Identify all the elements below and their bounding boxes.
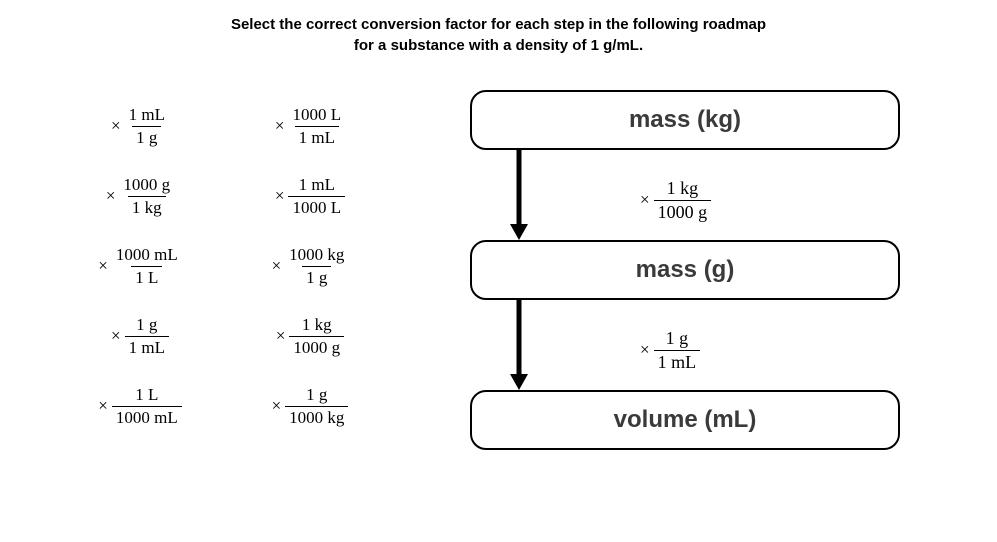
step1-conversion[interactable]: × 1 kg1000 g bbox=[640, 178, 711, 222]
option-1-1[interactable]: × 1 mL1 g bbox=[90, 105, 190, 147]
roadmap-box-volume-ml: volume (mL) bbox=[470, 390, 900, 450]
times-icon: × bbox=[98, 256, 108, 276]
times-icon: × bbox=[98, 396, 108, 416]
option-row: × 1000 mL1 L × 1000 kg1 g bbox=[90, 245, 430, 287]
option-2-2[interactable]: × 1 mL1000 L bbox=[260, 175, 360, 217]
option-row: × 1 g1 mL × 1 kg1000 g bbox=[90, 315, 430, 357]
instruction-line2: for a substance with a density of 1 g/mL… bbox=[354, 37, 643, 54]
option-1-2[interactable]: × 1000 L1 mL bbox=[260, 105, 360, 147]
option-3-2[interactable]: × 1000 kg1 g bbox=[260, 245, 360, 287]
times-icon: × bbox=[275, 116, 285, 136]
times-icon: × bbox=[276, 326, 286, 346]
times-icon: × bbox=[111, 326, 121, 346]
option-4-1[interactable]: × 1 g1 mL bbox=[90, 315, 190, 357]
instruction-line1: Select the correct conversion factor for… bbox=[231, 16, 766, 33]
option-2-1[interactable]: × 1000 g1 kg bbox=[90, 175, 190, 217]
option-row: × 1000 g1 kg × 1 mL1000 L bbox=[90, 175, 430, 217]
arrow-down-icon bbox=[510, 300, 528, 390]
times-icon: × bbox=[272, 396, 282, 416]
times-icon: × bbox=[640, 190, 650, 210]
times-icon: × bbox=[640, 340, 650, 360]
option-row: × 1 mL1 g × 1000 L1 mL bbox=[90, 105, 430, 147]
times-icon: × bbox=[275, 186, 285, 206]
step2-conversion[interactable]: × 1 g1 mL bbox=[640, 328, 700, 372]
options-grid: × 1 mL1 g × 1000 L1 mL × 1000 g1 kg × 1 … bbox=[90, 105, 430, 455]
option-row: × 1 L1000 mL × 1 g1000 kg bbox=[90, 385, 430, 427]
arrow-down-icon bbox=[510, 150, 528, 240]
option-3-1[interactable]: × 1000 mL1 L bbox=[90, 245, 190, 287]
instruction-text: Select the correct conversion factor for… bbox=[0, 14, 997, 56]
times-icon: × bbox=[111, 116, 121, 136]
option-5-2[interactable]: × 1 g1000 kg bbox=[260, 385, 360, 427]
times-icon: × bbox=[106, 186, 116, 206]
roadmap-box-mass-g: mass (g) bbox=[470, 240, 900, 300]
option-5-1[interactable]: × 1 L1000 mL bbox=[90, 385, 190, 427]
roadmap-box-mass-kg: mass (kg) bbox=[470, 90, 900, 150]
times-icon: × bbox=[272, 256, 282, 276]
option-4-2[interactable]: × 1 kg1000 g bbox=[260, 315, 360, 357]
